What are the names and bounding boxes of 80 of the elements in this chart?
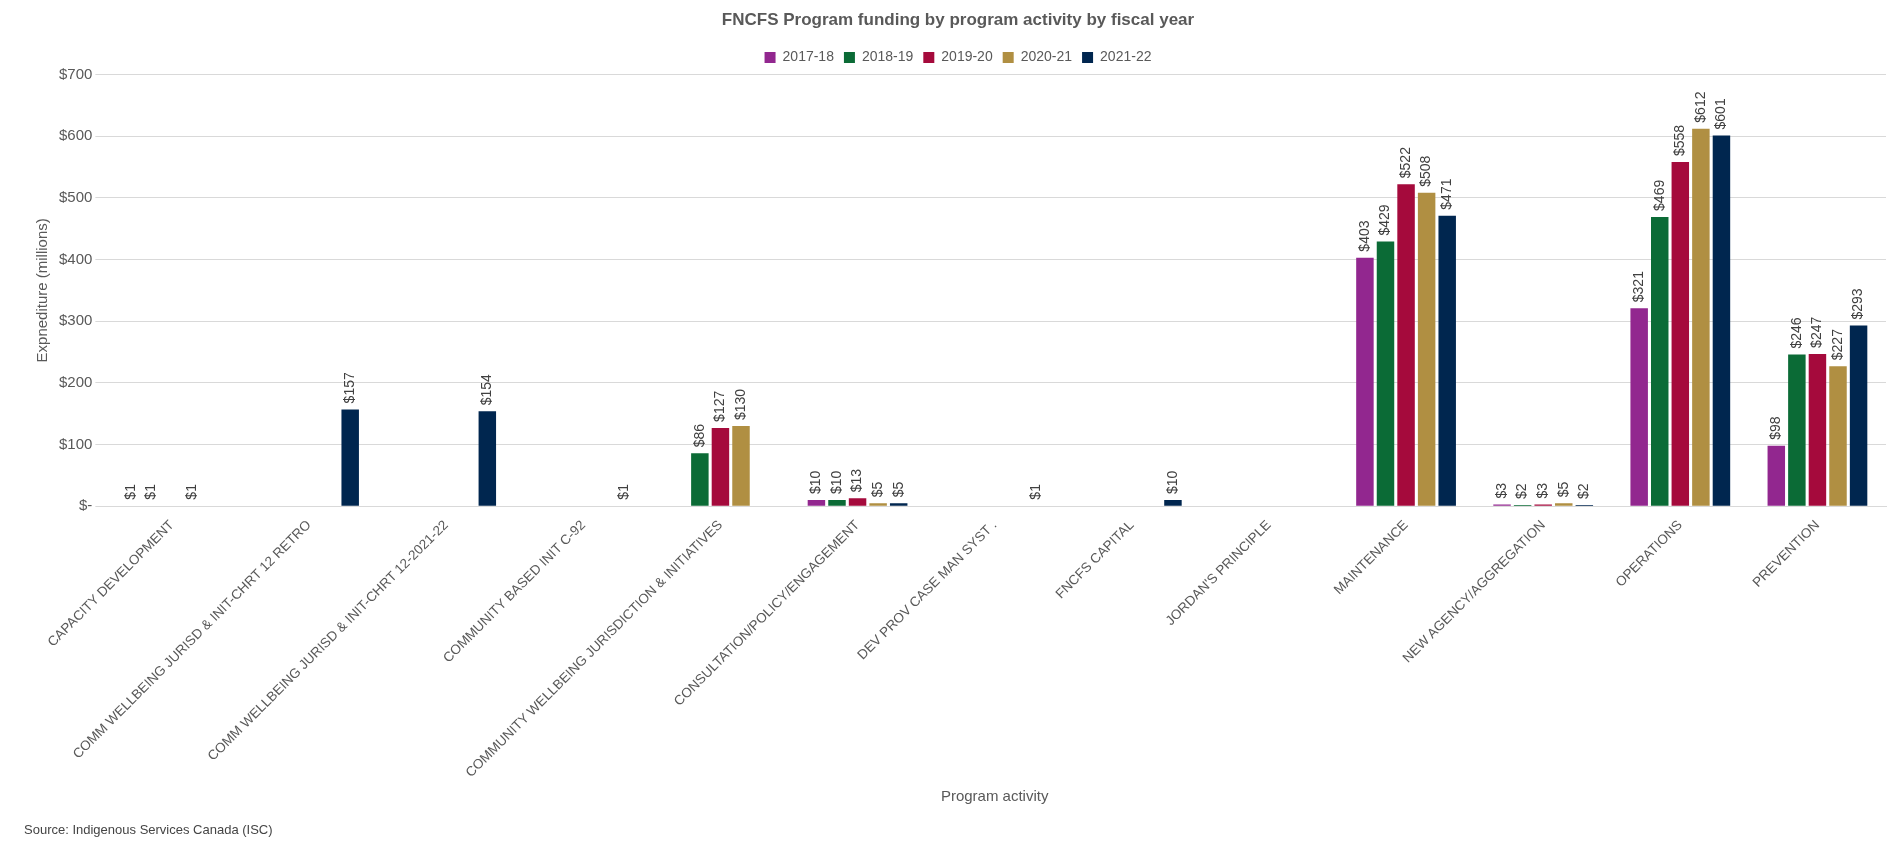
bar <box>1397 184 1415 506</box>
data-label: $1 <box>121 483 138 500</box>
source-note: Source: Indigenous Services Canada (ISC) <box>24 822 273 837</box>
y-tick-label: $700 <box>58 64 93 82</box>
data-label: $5 <box>889 481 906 498</box>
data-label: $5 <box>1554 481 1571 498</box>
y-tick-label: $300 <box>58 311 93 329</box>
data-label: $1 <box>615 483 632 500</box>
data-label: $429 <box>1376 204 1393 236</box>
bar <box>1692 128 1710 506</box>
data-label: $157 <box>341 372 358 404</box>
bar <box>1555 503 1573 506</box>
bar <box>828 500 846 506</box>
data-label: $508 <box>1417 155 1434 187</box>
data-label: $471 <box>1438 178 1455 210</box>
data-label: $247 <box>1808 316 1825 348</box>
bar <box>1438 215 1456 506</box>
bar <box>732 426 750 506</box>
bar <box>1164 500 1182 506</box>
data-label: $86 <box>690 423 707 448</box>
data-label: $130 <box>731 388 748 421</box>
chart-title: FNCFS Program funding by program activity by fiscal year <box>721 9 1195 29</box>
bar <box>1417 192 1436 506</box>
bar <box>889 503 908 506</box>
legend-label: 2018-19 <box>861 48 914 65</box>
data-label: $321 <box>1630 270 1647 303</box>
data-label: $127 <box>711 390 728 422</box>
data-label: $2 <box>1575 483 1592 500</box>
data-label: $601 <box>1712 98 1729 130</box>
data-label: $5 <box>868 481 885 498</box>
data-label: $10 <box>827 470 844 495</box>
data-label: $98 <box>1767 416 1784 440</box>
bar <box>1808 353 1827 506</box>
data-label: $3 <box>1534 482 1551 499</box>
bar <box>1849 325 1868 506</box>
bar <box>1829 366 1847 506</box>
bar <box>1712 135 1731 506</box>
bar <box>691 453 709 506</box>
y-axis-title: Expnediture (millions) <box>33 218 51 363</box>
data-label: $1 <box>142 483 159 500</box>
bar <box>848 498 867 506</box>
bar <box>869 503 887 506</box>
data-label: $469 <box>1650 179 1667 211</box>
y-tick-label: $600 <box>58 126 93 144</box>
bar <box>1630 308 1648 506</box>
legend-label: 2017-18 <box>782 48 835 65</box>
bar <box>1671 162 1690 506</box>
legend-label: 2019-20 <box>941 48 993 65</box>
data-label: $403 <box>1355 220 1372 252</box>
data-label: $227 <box>1828 328 1845 361</box>
bar <box>1356 257 1374 506</box>
data-label: $13 <box>848 468 865 493</box>
data-label: $154 <box>478 373 495 406</box>
y-tick-label: $200 <box>58 373 93 391</box>
bar <box>478 411 497 506</box>
data-label: $293 <box>1849 288 1866 320</box>
bar <box>1767 445 1786 506</box>
bar <box>807 500 826 506</box>
bar <box>1651 216 1669 506</box>
data-label: $558 <box>1671 124 1688 157</box>
data-label: $612 <box>1691 91 1708 123</box>
y-tick-label: $- <box>79 496 93 514</box>
bar <box>341 409 359 506</box>
y-tick-label: $500 <box>58 187 93 205</box>
data-label: $3 <box>1492 482 1509 499</box>
data-label: $522 <box>1396 146 1413 179</box>
bar <box>1376 241 1395 506</box>
y-tick-label: $400 <box>58 249 93 267</box>
bar <box>711 427 730 506</box>
data-label: $1 <box>1026 483 1043 500</box>
data-label: $246 <box>1787 317 1804 349</box>
data-label: $1 <box>183 483 200 500</box>
x-axis-title: Program activity <box>940 787 1049 805</box>
data-label: $10 <box>807 470 824 495</box>
data-label: $2 <box>1513 483 1530 500</box>
legend-label: 2020-21 <box>1020 48 1073 65</box>
data-label: $10 <box>1163 470 1180 495</box>
legend-label: 2021-22 <box>1100 48 1152 65</box>
bar <box>1788 354 1806 506</box>
y-tick-label: $100 <box>58 434 93 452</box>
